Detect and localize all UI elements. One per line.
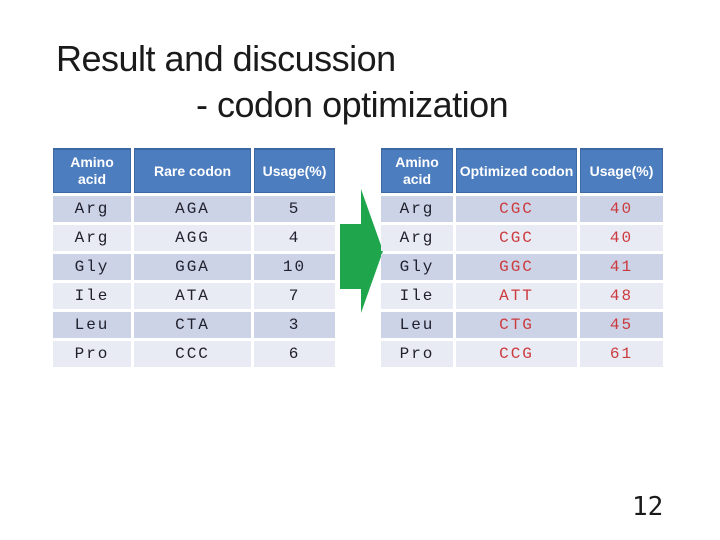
codon-cell: AGG — [134, 225, 251, 251]
amino-acid-cell: Pro — [53, 341, 131, 367]
header-amino-acid: Amino acid — [53, 148, 131, 193]
table-row: Leu CTG 45 — [381, 312, 663, 338]
amino-acid-cell: Ile — [381, 283, 453, 309]
header-rare-codon: Rare codon — [134, 148, 251, 193]
amino-acid-cell: Arg — [381, 196, 453, 222]
amino-acid-cell: Gly — [53, 254, 131, 280]
title-line-2: - codon optimization — [196, 84, 509, 125]
table-row: Arg AGA 5 — [53, 196, 335, 222]
table-row: Gly GGC 41 — [381, 254, 663, 280]
slide-title: Result and discussion - codon optimizati… — [56, 36, 509, 128]
table-row: Ile ATT 48 — [381, 283, 663, 309]
codon-cell: GGA — [134, 254, 251, 280]
table-header-row: Amino acid Rare codon Usage(%) — [53, 148, 335, 193]
table-header-row: Amino acid Optimized codon Usage(%) — [381, 148, 663, 193]
usage-cell: 41 — [580, 254, 663, 280]
amino-acid-cell: Pro — [381, 341, 453, 367]
codon-cell: CTG — [456, 312, 577, 338]
codon-cell: CCC — [134, 341, 251, 367]
codon-cell: CGC — [456, 196, 577, 222]
table-row: Ile ATA 7 — [53, 283, 335, 309]
table-row: Pro CCG 61 — [381, 341, 663, 367]
title-line-1: Result and discussion — [56, 38, 396, 79]
usage-cell: 45 — [580, 312, 663, 338]
codon-cell: CCG — [456, 341, 577, 367]
codon-cell: AGA — [134, 196, 251, 222]
header-usage: Usage(%) — [254, 148, 335, 193]
usage-cell: 40 — [580, 225, 663, 251]
amino-acid-cell: Arg — [53, 225, 131, 251]
usage-cell: 10 — [254, 254, 335, 280]
page-number: 12 — [632, 492, 664, 522]
codon-cell: ATT — [456, 283, 577, 309]
amino-acid-cell: Arg — [381, 225, 453, 251]
usage-cell: 48 — [580, 283, 663, 309]
header-amino-acid: Amino acid — [381, 148, 453, 193]
amino-acid-cell: Leu — [381, 312, 453, 338]
usage-cell: 5 — [254, 196, 335, 222]
codon-cell: CTA — [134, 312, 251, 338]
usage-cell: 4 — [254, 225, 335, 251]
rare-codon-table: Amino acid Rare codon Usage(%) Arg AGA 5 Ar… — [50, 145, 338, 370]
optimized-codon-table: Amino acid Optimized codon Usage(%) Arg C… — [378, 145, 666, 370]
table-row: Leu CTA 3 — [53, 312, 335, 338]
codon-cell: GGC — [456, 254, 577, 280]
codon-cell: CGC — [456, 225, 577, 251]
right-arrow-icon — [340, 189, 383, 313]
usage-cell: 7 — [254, 283, 335, 309]
table-row: Gly GGA 10 — [53, 254, 335, 280]
table-row: Arg CGC 40 — [381, 225, 663, 251]
codon-cell: ATA — [134, 283, 251, 309]
usage-cell: 6 — [254, 341, 335, 367]
usage-cell: 3 — [254, 312, 335, 338]
table-row: Arg AGG 4 — [53, 225, 335, 251]
table-row: Arg CGC 40 — [381, 196, 663, 222]
amino-acid-cell: Leu — [53, 312, 131, 338]
usage-cell: 61 — [580, 341, 663, 367]
usage-cell: 40 — [580, 196, 663, 222]
table-row: Pro CCC 6 — [53, 341, 335, 367]
amino-acid-cell: Arg — [53, 196, 131, 222]
header-usage: Usage(%) — [580, 148, 663, 193]
header-optimized-codon: Optimized codon — [456, 148, 577, 193]
amino-acid-cell: Gly — [381, 254, 453, 280]
amino-acid-cell: Ile — [53, 283, 131, 309]
